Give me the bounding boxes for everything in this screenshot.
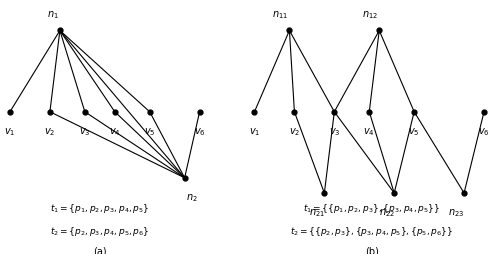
Text: $t_2 = \{p_2, p_3, p_4, p_5, p_6\}$: $t_2 = \{p_2, p_3, p_4, p_5, p_6\}$ (50, 225, 150, 238)
Text: $n_{21}$: $n_{21}$ (309, 208, 325, 219)
Text: $v_2$: $v_2$ (44, 126, 55, 138)
Text: $v_6$: $v_6$ (194, 126, 206, 138)
Text: $v_6$: $v_6$ (478, 126, 490, 138)
Text: $v_3$: $v_3$ (328, 126, 340, 138)
Text: $n_{12}$: $n_{12}$ (362, 9, 378, 21)
Text: $n_{11}$: $n_{11}$ (272, 9, 288, 21)
Text: $v_4$: $v_4$ (363, 126, 375, 138)
Text: $v_2$: $v_2$ (289, 126, 300, 138)
Text: $t_1 = \{\{p_1, p_2, p_3\}, \{p_3, p_4, p_5\}\}$: $t_1 = \{\{p_1, p_2, p_3\}, \{p_3, p_4, … (303, 202, 440, 215)
Text: $v_5$: $v_5$ (408, 126, 420, 138)
Text: $v_1$: $v_1$ (4, 126, 15, 138)
Text: $n_{23}$: $n_{23}$ (449, 208, 465, 219)
Text: (b): (b) (365, 246, 379, 254)
Text: $t_2 = \{\{p_2, p_3\}, \{p_3, p_4, p_5\}, \{p_5, p_6\}\}$: $t_2 = \{\{p_2, p_3\}, \{p_3, p_4, p_5\}… (290, 225, 453, 238)
Text: $v_3$: $v_3$ (79, 126, 91, 138)
Text: $n_1$: $n_1$ (46, 9, 58, 21)
Text: (a): (a) (93, 246, 107, 254)
Text: $v_1$: $v_1$ (249, 126, 260, 138)
Text: $v_5$: $v_5$ (144, 126, 156, 138)
Text: $v_4$: $v_4$ (109, 126, 121, 138)
Text: $t_1 = \{p_1, p_2, p_3, p_4, p_5\}$: $t_1 = \{p_1, p_2, p_3, p_4, p_5\}$ (50, 202, 150, 215)
Text: $n_{22}$: $n_{22}$ (379, 208, 395, 219)
Text: $n_2$: $n_2$ (186, 192, 198, 204)
